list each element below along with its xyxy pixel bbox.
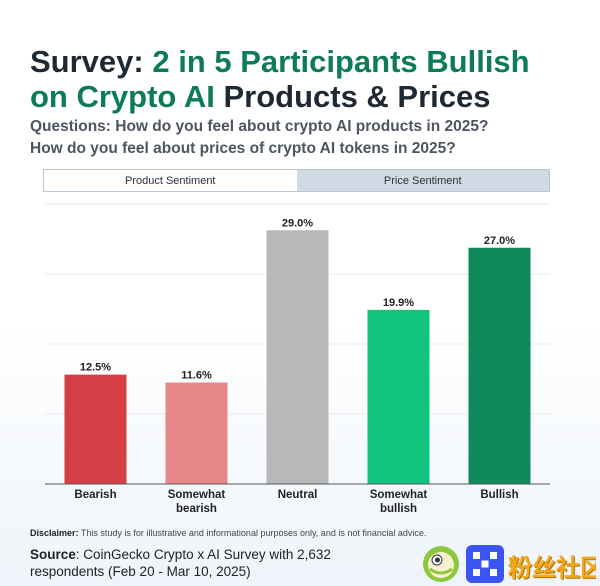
source-note: Source: CoinGecko Crypto x AI Survey wit… [30,546,400,580]
bar-3 [367,309,430,484]
category-label-1-0: Somewhat [168,489,226,501]
title-highlight-1: 2 in 5 Participants Bullish [152,44,530,79]
okx-logo-icon [466,545,504,583]
coingecko-logo-icon [423,546,459,582]
bar-4 [468,247,531,484]
category-label-4-0: Bullish [480,489,518,501]
title-highlight-2: on Crypto AI [30,79,215,114]
bar-2 [266,230,329,484]
disclaimer: Disclaimer: This study is for illustrati… [30,528,590,538]
category-label-0-0: Bearish [74,489,116,501]
tab-price-sentiment[interactable]: Price Sentiment [296,170,549,191]
value-label-4: 27.0% [484,235,515,247]
watermark-text: 粉丝社区 [508,554,596,580]
value-label-3: 19.9% [383,297,414,309]
disclaimer-text: This study is for illustrative and infor… [78,528,427,538]
title-suffix: Products & Prices [214,79,491,114]
title-prefix: Survey: [30,44,153,79]
disclaimer-label: Disclaimer: [30,528,79,538]
source-text: : CoinGecko Crypto x AI Survey with 2,63… [30,547,331,579]
tab-product-sentiment[interactable]: Product Sentiment [44,170,297,191]
value-label-0: 12.5% [80,362,111,374]
question-1: Questions: How do you feel about crypto … [30,118,489,135]
category-label-3-1: bullish [380,503,417,515]
bar-1 [165,382,228,484]
category-label-3-0: Somewhat [370,489,428,501]
sentiment-tabs: Product Sentiment Price Sentiment [43,169,550,192]
source-label: Source [30,547,76,562]
category-label-1-1: bearish [176,503,217,515]
value-label-1: 11.6% [181,370,212,382]
chart-title: Survey: 2 in 5 Participants Bullish on C… [30,44,590,114]
watermark: 粉丝社区 [508,548,596,580]
question-2: How do you feel about prices of crypto A… [30,140,456,157]
category-label-2-0: Neutral [278,489,318,501]
bar-0 [64,374,127,484]
value-label-2: 29.0% [282,217,313,229]
bar-chart: 12.5% Bearish 11.6% Somewhat bearish 29.0% Neu… [45,203,550,515]
